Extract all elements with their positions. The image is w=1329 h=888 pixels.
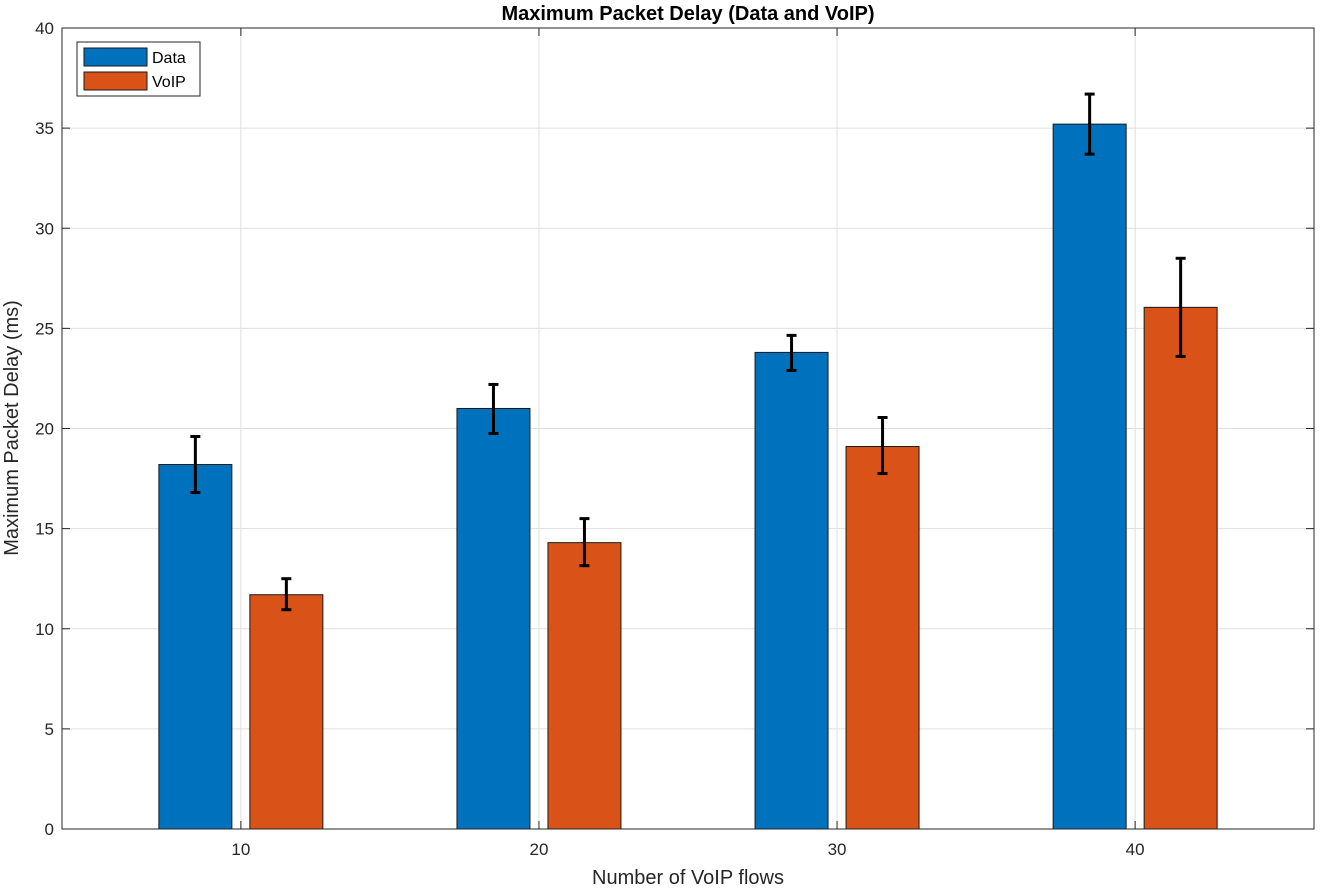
bar-data-20 <box>456 407 531 830</box>
y-tick-label: 5 <box>45 720 54 739</box>
y-tick-label: 35 <box>35 119 54 138</box>
legend-label-voip: VoIP <box>152 74 186 91</box>
legend: Data VoIP <box>76 41 201 97</box>
bar-data-30 <box>754 351 829 830</box>
y-tick-label: 10 <box>35 620 54 639</box>
legend-label-data: Data <box>152 50 186 67</box>
x-tick-label: 20 <box>529 840 548 859</box>
bar-voip-30 <box>845 446 920 830</box>
error-bars <box>190 92 1186 612</box>
y-axis-label: Maximum Packet Delay (ms) <box>1 300 23 556</box>
y-tick-label: 30 <box>35 219 54 238</box>
y-tick-label: 0 <box>45 820 54 839</box>
bar-data-10 <box>158 464 233 830</box>
legend-swatch-data <box>83 47 148 67</box>
y-tick-label: 25 <box>35 319 54 338</box>
axis-ticks: 0 5 10 15 20 25 30 35 40 10 20 30 40 <box>35 19 1314 859</box>
grid-lines <box>62 28 1314 829</box>
bar-data-40 <box>1052 123 1127 830</box>
y-tick-label: 15 <box>35 520 54 539</box>
bar-voip-10 <box>249 594 324 830</box>
x-tick-label: 10 <box>231 840 250 859</box>
x-tick-label: 40 <box>1126 840 1145 859</box>
chart-title: Maximum Packet Delay (Data and VoIP) <box>501 3 874 25</box>
legend-swatch-voip <box>83 71 148 91</box>
bar-voip-40 <box>1143 306 1218 830</box>
x-tick-label: 30 <box>828 840 847 859</box>
bars <box>158 123 1218 830</box>
y-tick-label: 40 <box>35 19 54 38</box>
x-axis-label: Number of VoIP flows <box>592 867 784 888</box>
bar-voip-20 <box>547 542 622 830</box>
y-tick-label: 20 <box>35 420 54 439</box>
